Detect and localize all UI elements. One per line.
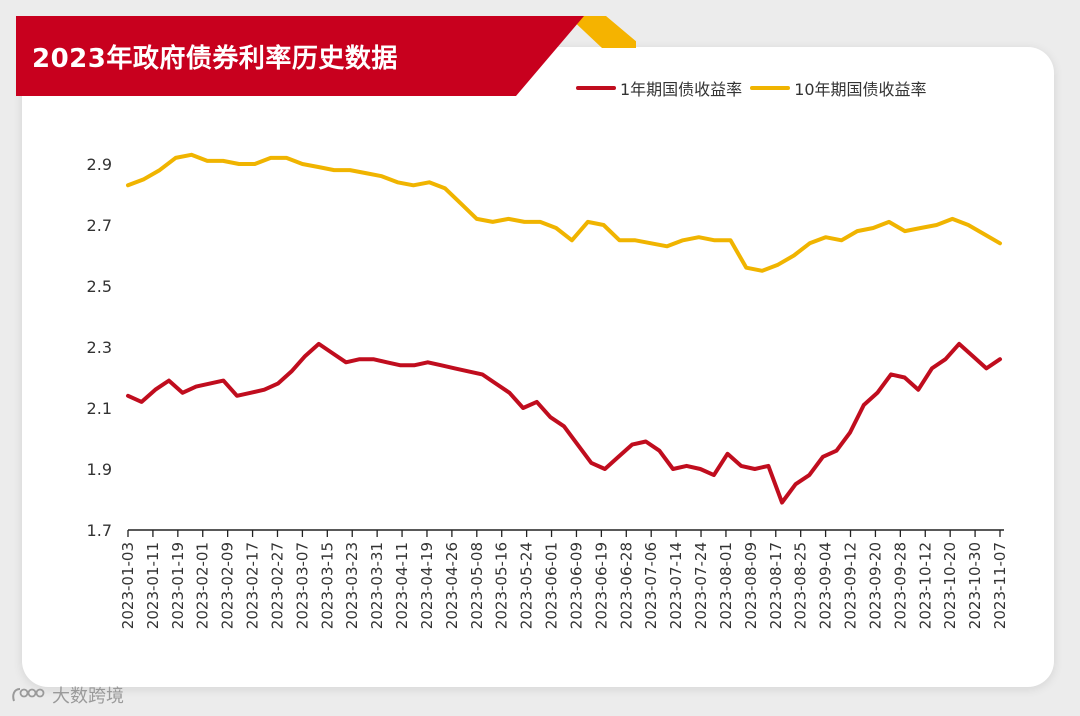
y-tick-label: 2.9 [87, 155, 112, 174]
x-tick-label: 2023-10-12 [916, 542, 934, 629]
chart-title: 2023年政府债券利率历史数据 [32, 44, 398, 74]
x-tick-label: 2023-09-20 [866, 542, 884, 629]
x-tick-label: 2023-11-07 [991, 542, 1009, 629]
x-tick-label: 2023-05-08 [468, 542, 486, 629]
x-tick-label: 2023-09-12 [842, 542, 860, 629]
x-tick-label: 2023-07-24 [692, 542, 710, 629]
x-tick-label: 2023-01-03 [119, 542, 137, 629]
y-tick-label: 2.1 [87, 399, 112, 418]
x-tick-label: 2023-02-09 [219, 542, 237, 629]
x-tick-label: 2023-03-23 [343, 542, 361, 629]
banner-shape [16, 16, 636, 96]
y-tick-label: 1.7 [87, 521, 112, 540]
brand-logo-icon [12, 688, 45, 702]
watermark-text: 大数跨境 [52, 686, 124, 707]
title-banner: 2023年政府债券利率历史数据 [16, 16, 636, 96]
series-line-10y [126, 152, 1002, 273]
chart-legend: 1年期国债收益率 10年期国债收益率 [576, 76, 935, 100]
x-tick-label: 2023-04-26 [443, 542, 461, 629]
x-tick-label: 2023-01-19 [169, 542, 187, 629]
y-tick-label: 2.7 [87, 216, 112, 235]
x-tick-label: 2023-06-19 [592, 542, 610, 629]
x-tick-label: 2023-02-01 [194, 542, 212, 629]
x-tick-label: 2023-09-28 [891, 542, 909, 629]
x-tick-label: 2023-05-16 [493, 542, 511, 629]
x-tick-label: 2023-10-20 [941, 542, 959, 629]
x-tick-label: 2023-07-06 [642, 542, 660, 629]
x-tick-label: 2023-03-15 [318, 542, 336, 629]
y-tick-label: 2.5 [87, 277, 112, 296]
x-tick-label: 2023-03-07 [293, 542, 311, 629]
x-tick-label: 2023-08-09 [742, 542, 760, 629]
x-tick-label: 2023-08-25 [792, 542, 810, 629]
x-tick-label: 2023-03-31 [368, 542, 386, 629]
legend-swatch-1y [576, 86, 616, 90]
series-line-1y [126, 341, 1002, 505]
legend-item-10y: 10年期国债收益率 [750, 76, 927, 100]
x-tick-label: 2023-01-11 [144, 542, 162, 629]
legend-swatch-10y [750, 86, 791, 90]
x-tick-label: 2023-08-17 [767, 542, 785, 629]
y-tick-label: 2.3 [87, 338, 112, 357]
x-tick-label: 2023-07-14 [667, 542, 685, 629]
watermark: 大数跨境 [10, 682, 124, 708]
x-tick-label: 2023-09-04 [817, 542, 835, 629]
x-tick-label: 2023-06-28 [617, 542, 635, 629]
legend-label-1y: 1年期国债收益率 [620, 80, 743, 99]
y-tick-label: 1.9 [87, 460, 112, 479]
legend-item-1y: 1年期国债收益率 [576, 76, 742, 100]
x-tick-label: 2023-02-17 [244, 542, 262, 629]
x-tick-label: 2023-06-01 [543, 542, 561, 629]
x-tick-label: 2023-04-19 [418, 542, 436, 629]
x-tick-label: 2023-02-27 [268, 542, 286, 629]
x-tick-label: 2023-05-24 [518, 542, 536, 629]
x-tick-label: 2023-10-30 [966, 542, 984, 629]
legend-label-10y: 10年期国债收益率 [794, 80, 927, 99]
x-tick-label: 2023-08-01 [717, 542, 735, 629]
x-tick-label: 2023-06-09 [567, 542, 585, 629]
x-tick-label: 2023-04-11 [393, 542, 411, 629]
